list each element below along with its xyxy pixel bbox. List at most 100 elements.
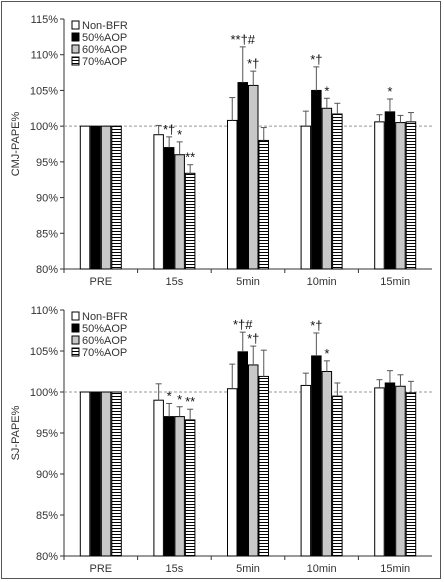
sj-chart-panel: 80% 85% 90% 95% 100% 105% 110% SJ-PAPE% PRE 15s 5m… [10, 305, 432, 575]
y-tick-label: 95% [36, 428, 58, 440]
bar-non-bfr-15s [153, 134, 164, 270]
bar-50-aop-15min [384, 382, 396, 557]
bar-non-bfr-10min [300, 384, 312, 557]
legend-swatch-60-aop [71, 44, 80, 54]
significance-mark: * [387, 84, 392, 99]
y-tick-label: 80% [36, 264, 58, 276]
legend-swatch-50-aop [71, 32, 80, 42]
bar-70-aop-5min [258, 375, 269, 557]
x-tick-label-5min: 5min [236, 563, 260, 575]
y-tick-label: 90% [36, 469, 58, 481]
x-tick-label-10min: 10min [307, 276, 337, 288]
y-tick-label: 110% [31, 50, 59, 62]
y-tick-label: 100% [30, 121, 58, 133]
y-tick-label: 85% [36, 510, 58, 522]
y-tick-label: 95% [36, 157, 58, 169]
significance-mark: * [177, 127, 182, 142]
bar-70-aop-15min [405, 392, 417, 557]
significance-mark: ** [185, 150, 195, 165]
significance-mark: * [324, 346, 329, 361]
legend-swatch-70-aop [71, 56, 80, 66]
bar-50-aop-15min [384, 111, 396, 270]
significance-mark: *†# [233, 317, 253, 332]
bar-non-bfr-15min [374, 121, 385, 270]
bar-70-aop-15s [184, 419, 196, 557]
x-tick-label-15s: 15s [166, 563, 184, 575]
x-tick-label-pre: PRE [89, 563, 112, 575]
bar-70-aop-10min [332, 113, 343, 270]
bar-60-aop-5min [248, 364, 259, 557]
x-tick-label-pre: PRE [89, 276, 112, 288]
significance-mark: ** [185, 394, 195, 409]
significance-mark: *† [247, 331, 259, 346]
y-axis-label: CMJ-PAPE% [10, 111, 22, 176]
legend-label-non-bfr: Non-BFR [82, 311, 128, 323]
bar-non-bfr-5min [227, 388, 238, 557]
legend-label-60-aop: 60%AOP [82, 44, 127, 56]
significance-mark: * [167, 388, 172, 403]
legend-label-60-aop: 60%AOP [82, 335, 127, 347]
bar-60-aop-15min [395, 122, 406, 270]
bar-70-aop-15s [184, 172, 196, 270]
x-tick-label-15s: 15s [166, 276, 184, 288]
y-tick-label: 115% [31, 14, 59, 26]
significance-mark: *† [310, 318, 322, 333]
legend-swatch-50-aop [71, 323, 80, 333]
y-tick-label: 80% [36, 551, 58, 563]
bar-60-aop-15min [395, 385, 406, 557]
y-tick-label: 105% [30, 85, 58, 97]
y-tick-label: 110% [31, 305, 59, 317]
x-tick-label-10min: 10min [307, 563, 337, 575]
bar-non-bfr-15min [374, 387, 385, 557]
y-tick-label: 100% [30, 387, 58, 399]
legend-label-non-bfr: Non-BFR [82, 20, 128, 32]
bar-50-aop-15s [163, 147, 175, 270]
bar-non-bfr-pre [79, 391, 91, 557]
bar-60-aop-15s [174, 154, 185, 270]
significance-mark: *† [310, 52, 322, 67]
bar-non-bfr-5min [227, 119, 238, 270]
bar-70-aop-15min [405, 121, 417, 270]
bar-70-aop-10min [332, 395, 343, 557]
legend-swatch-70-aop [71, 347, 80, 357]
bar-60-aop-pre [100, 391, 112, 557]
bar-50-aop-15s [163, 416, 175, 557]
bar-60-aop-5min [248, 84, 259, 270]
legend-label-50-aop: 50%AOP [82, 323, 127, 335]
legend-label-70-aop: 70%AOP [82, 56, 127, 68]
cmj-chart-panel: 80% 85% 90% 95% 100% 105% 110% 115% CMJ-PAPE% PRE… [10, 14, 432, 288]
x-tick-label-15min: 15min [380, 563, 410, 575]
bar-70-aop-pre [111, 125, 122, 270]
significance-mark: * [324, 83, 329, 98]
legend-swatch-non-bfr [71, 20, 80, 30]
bar-50-aop-10min [311, 89, 322, 270]
bar-60-aop-10min [321, 107, 333, 270]
legend-swatch-60-aop [71, 335, 80, 345]
y-tick-label: 90% [36, 193, 58, 205]
y-axis-label: SJ-PAPE% [10, 405, 22, 460]
bar-70-aop-pre [111, 391, 122, 557]
y-tick-label: 85% [36, 228, 58, 240]
bar-50-aop-5min [237, 351, 248, 557]
significance-mark: **†# [230, 32, 255, 47]
significance-mark: * [177, 392, 182, 407]
legend-swatch-non-bfr [71, 311, 80, 321]
bar-non-bfr-pre [79, 125, 91, 270]
bar-70-aop-5min [258, 139, 269, 270]
bar-50-aop-pre [90, 125, 101, 270]
y-tick-label: 105% [30, 346, 58, 358]
bar-50-aop-5min [237, 82, 248, 270]
significance-mark: *† [247, 56, 259, 71]
bar-non-bfr-10min [300, 125, 312, 270]
bar-50-aop-pre [90, 391, 101, 557]
x-tick-label-15min: 15min [380, 276, 410, 288]
x-tick-label-5min: 5min [236, 276, 260, 288]
significance-mark: *† [163, 122, 175, 137]
bar-60-aop-pre [100, 125, 112, 270]
legend-label-70-aop: 70%AOP [82, 347, 127, 359]
bar-non-bfr-15s [153, 399, 164, 557]
bar-60-aop-10min [321, 371, 333, 557]
bar-50-aop-10min [311, 355, 322, 557]
